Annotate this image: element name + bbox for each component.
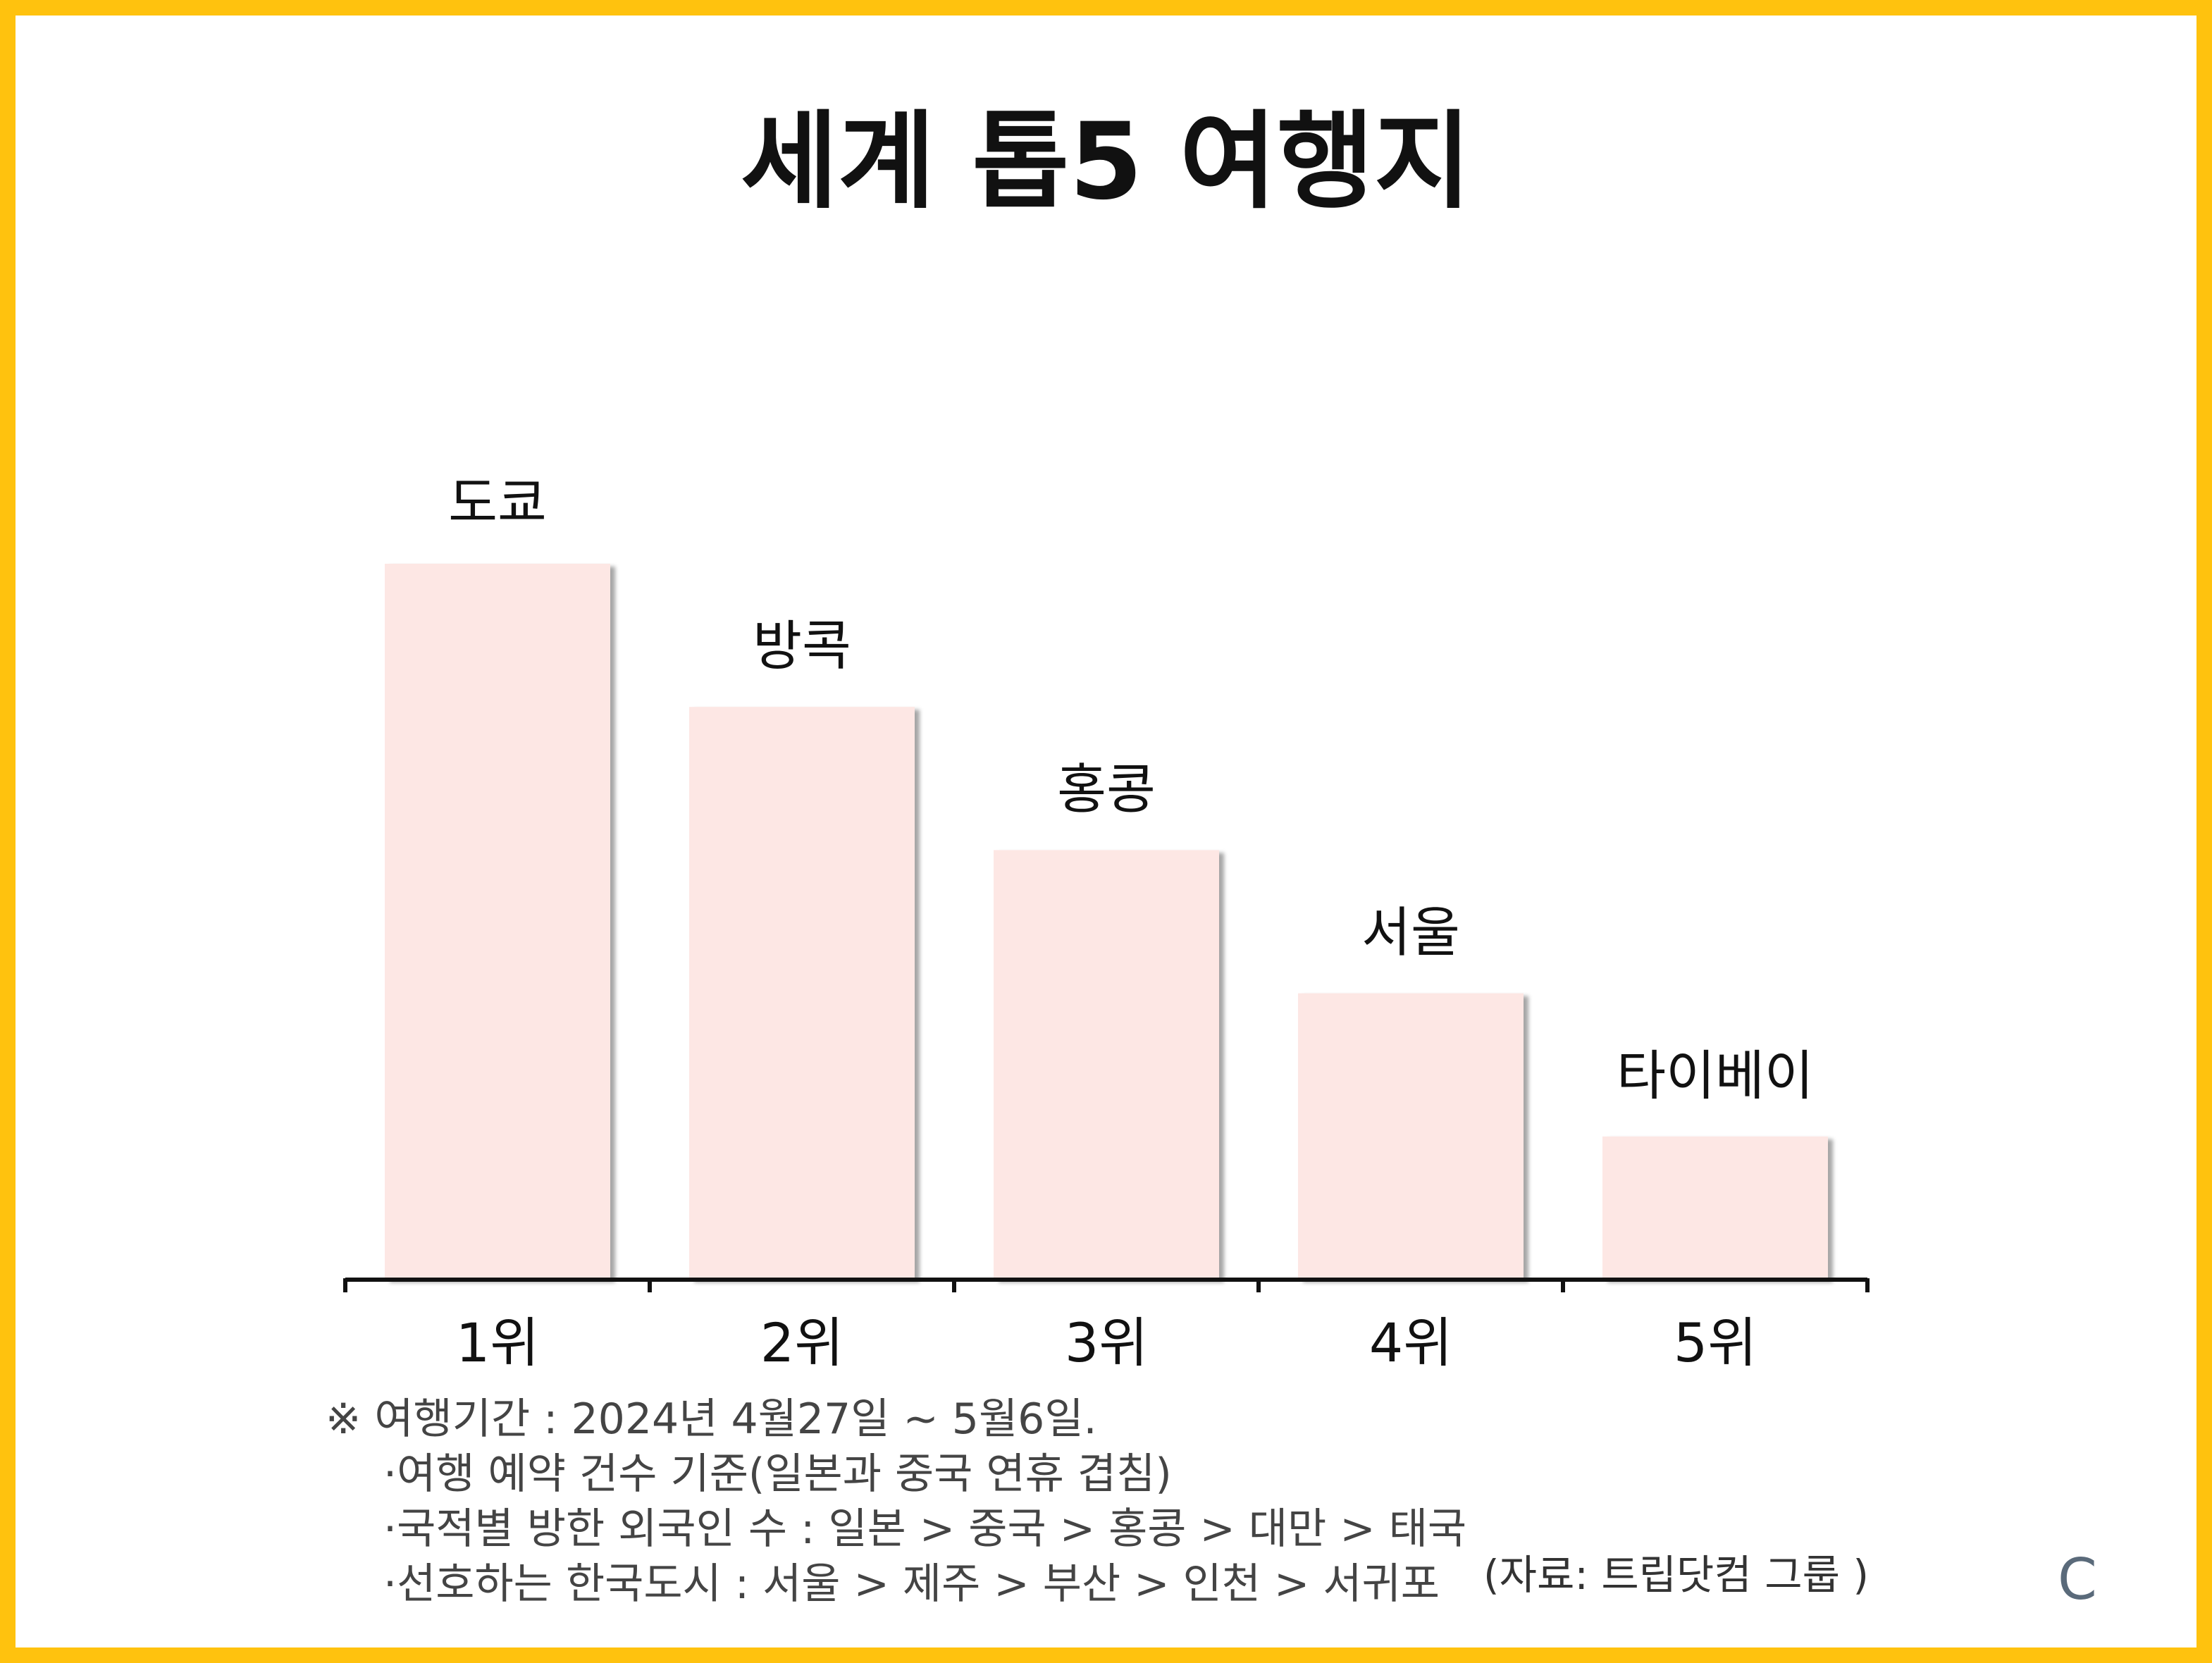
chart-title: 세계 톱5 여행지	[741, 101, 1471, 223]
x-tick-label: 4위	[1369, 1311, 1452, 1374]
bar	[385, 564, 610, 1280]
footnote-item: ·국적별 방한 외국인 수 : 일본 > 중국 > 홍콩 > 대만 > 태국	[383, 1504, 1467, 1554]
bar-data-label: 방콕	[753, 614, 851, 677]
bar-data-label: 홍콩	[1057, 758, 1156, 820]
x-tick-label: 1위	[456, 1311, 539, 1374]
footnotes: ※ 여행기간 : 2024년 4월27일 ~ 5월6일. ·여행 예약 건수 기…	[326, 1392, 1466, 1612]
bar	[689, 707, 915, 1280]
footnote-item: ·선호하는 한국도시 : 서울 > 제주 > 부산 > 인천 > 서귀포	[383, 1559, 1440, 1609]
bar	[1298, 993, 1524, 1280]
x-tick-label: 3위	[1065, 1311, 1148, 1374]
x-tick-label: 5위	[1674, 1311, 1757, 1374]
bar	[1602, 1136, 1828, 1280]
bar	[994, 850, 1219, 1280]
x-tick-label: 2위	[760, 1311, 844, 1374]
footnote-main: ※ 여행기간 : 2024년 4월27일 ~ 5월6일.	[326, 1395, 1097, 1444]
bar-data-label: 타이베이	[1617, 1044, 1814, 1107]
bar-data-label: 서울	[1361, 901, 1460, 964]
x-axis: 1위 2위 3위 4위 5위	[343, 1278, 1870, 1374]
footnote-item: ·여행 예약 건수 기준(일본과 중국 연휴 겹침)	[383, 1449, 1172, 1499]
source-credit: (자료: 트립닷컴 그룹 )	[1483, 1551, 1869, 1599]
bar-data-label: 도쿄	[448, 471, 547, 534]
brand-mark: C	[2058, 1547, 2097, 1612]
